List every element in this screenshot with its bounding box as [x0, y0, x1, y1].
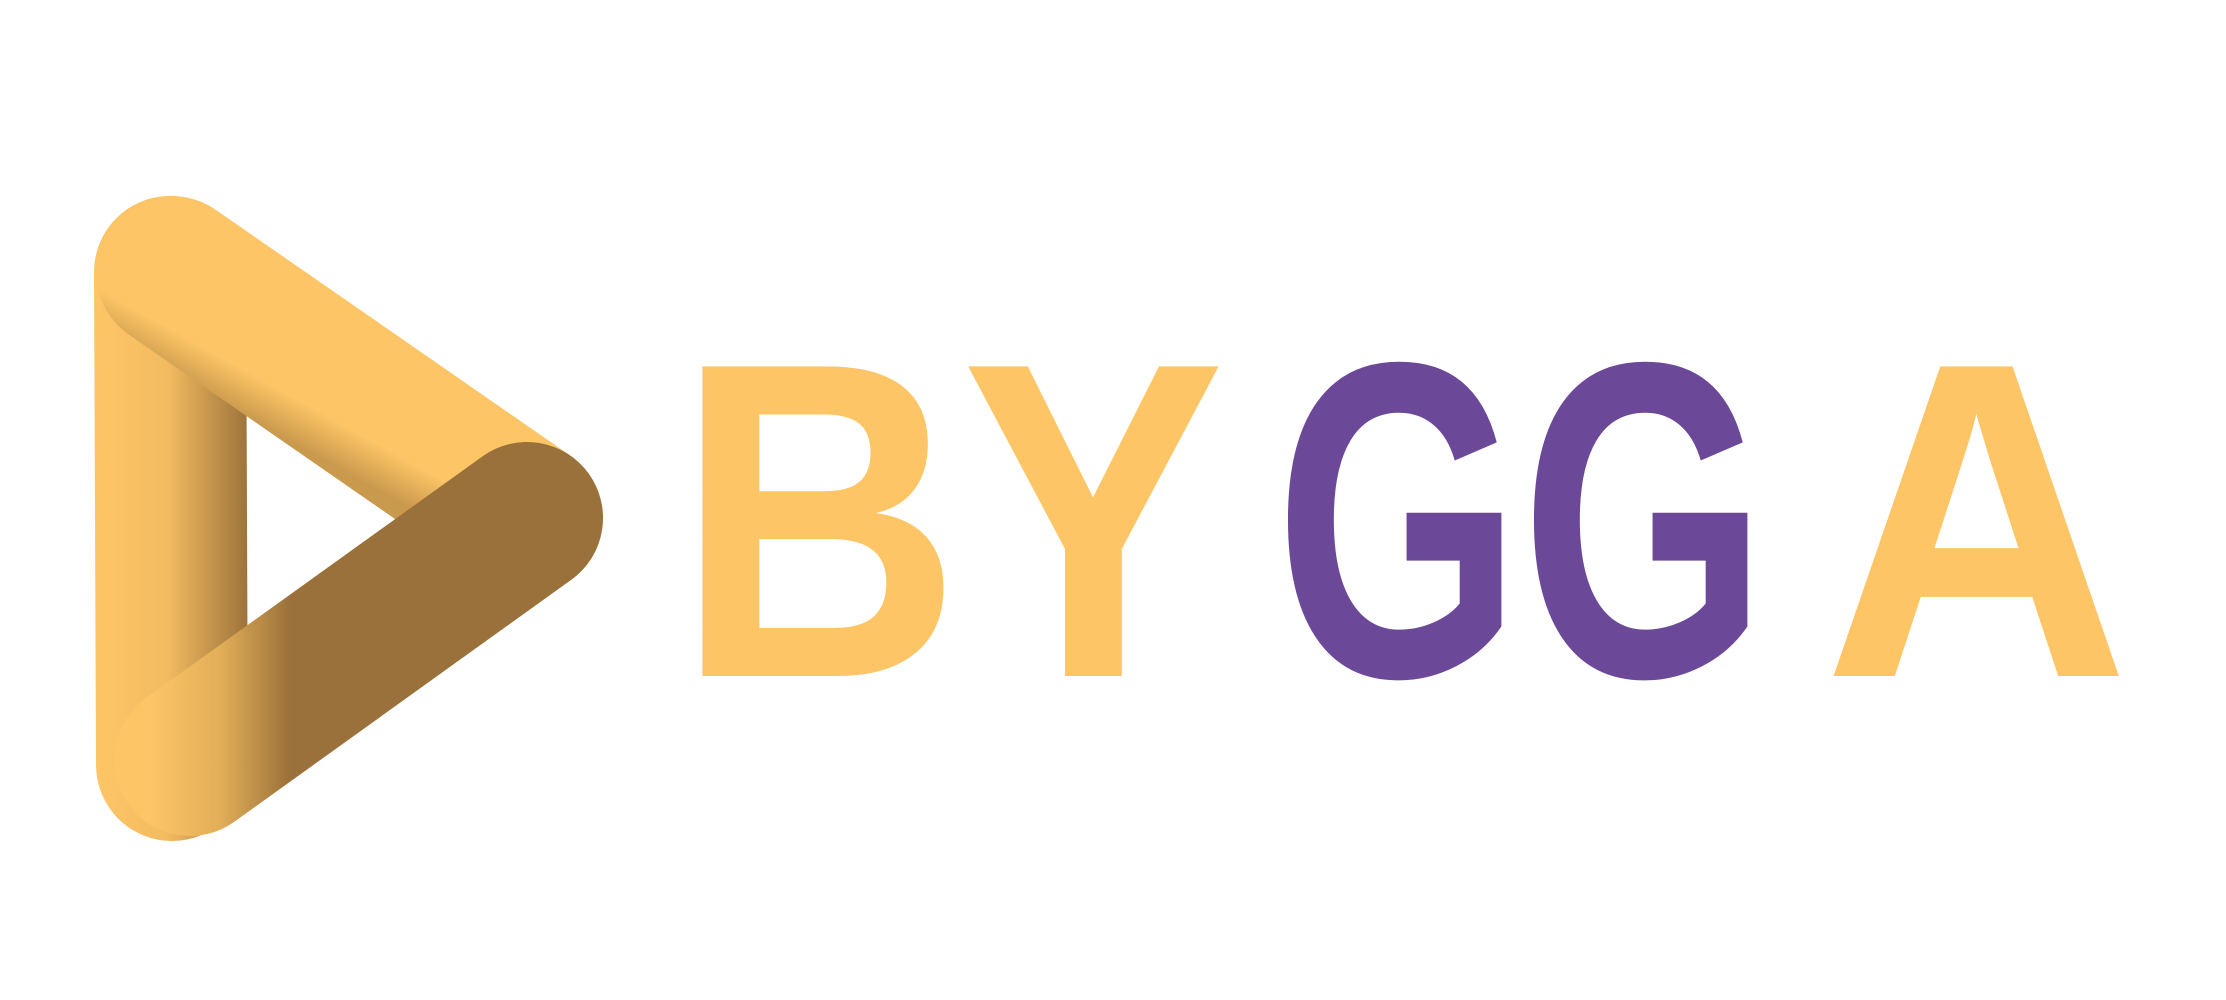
icon-bottom-bar: [114, 442, 603, 836]
logo-text: GG: [1275, 270, 1767, 772]
play-icon: [94, 196, 603, 841]
logo-text: A: [1823, 270, 2130, 772]
logo-text: BY: [676, 270, 1225, 772]
